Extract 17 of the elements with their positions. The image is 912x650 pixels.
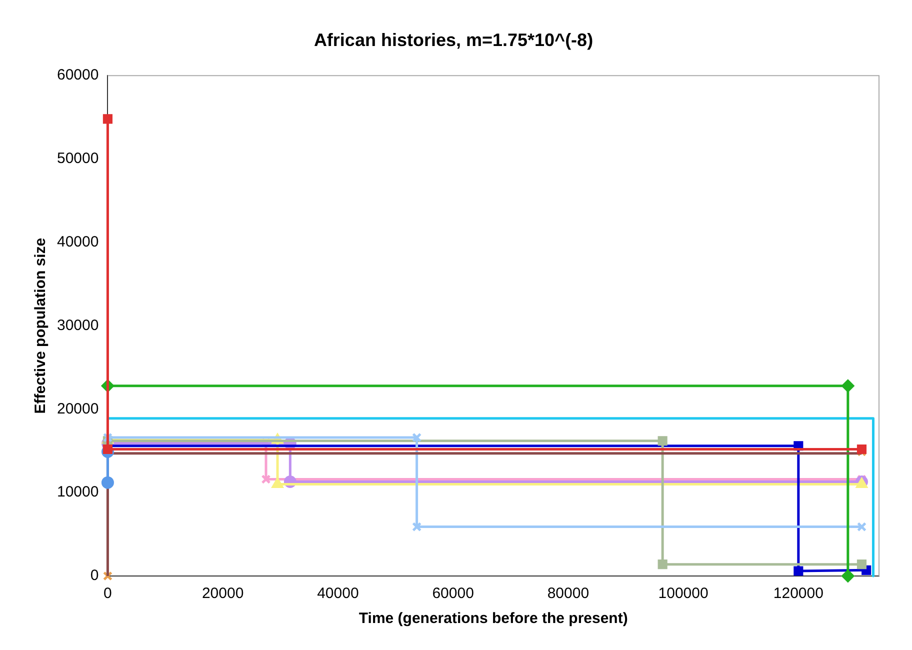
chart-title: African histories, m=1.75*10^(-8) xyxy=(314,30,594,50)
x-tick-label: 100000 xyxy=(658,585,708,602)
x-tick-label: 0 xyxy=(104,585,112,602)
y-tick-label: 30000 xyxy=(56,316,99,334)
y-tick-label: 0 xyxy=(90,567,99,584)
y-tick-label: 50000 xyxy=(56,150,99,168)
y-tick-label: 10000 xyxy=(56,484,99,501)
x-tick-label: 40000 xyxy=(317,585,359,602)
y-axis-title: Effective population size xyxy=(32,238,50,414)
x-tick-label: 60000 xyxy=(432,585,474,602)
y-tick-label: 60000 xyxy=(56,66,99,84)
y-tick-label: 20000 xyxy=(56,400,99,418)
x-tick-label: 20000 xyxy=(202,585,244,602)
x-tick-label: 120000 xyxy=(773,585,824,602)
x-axis-title: Time (generations before the present) xyxy=(358,610,628,628)
x-tick-label: 80000 xyxy=(547,585,590,602)
y-tick-label: 40000 xyxy=(56,234,99,251)
